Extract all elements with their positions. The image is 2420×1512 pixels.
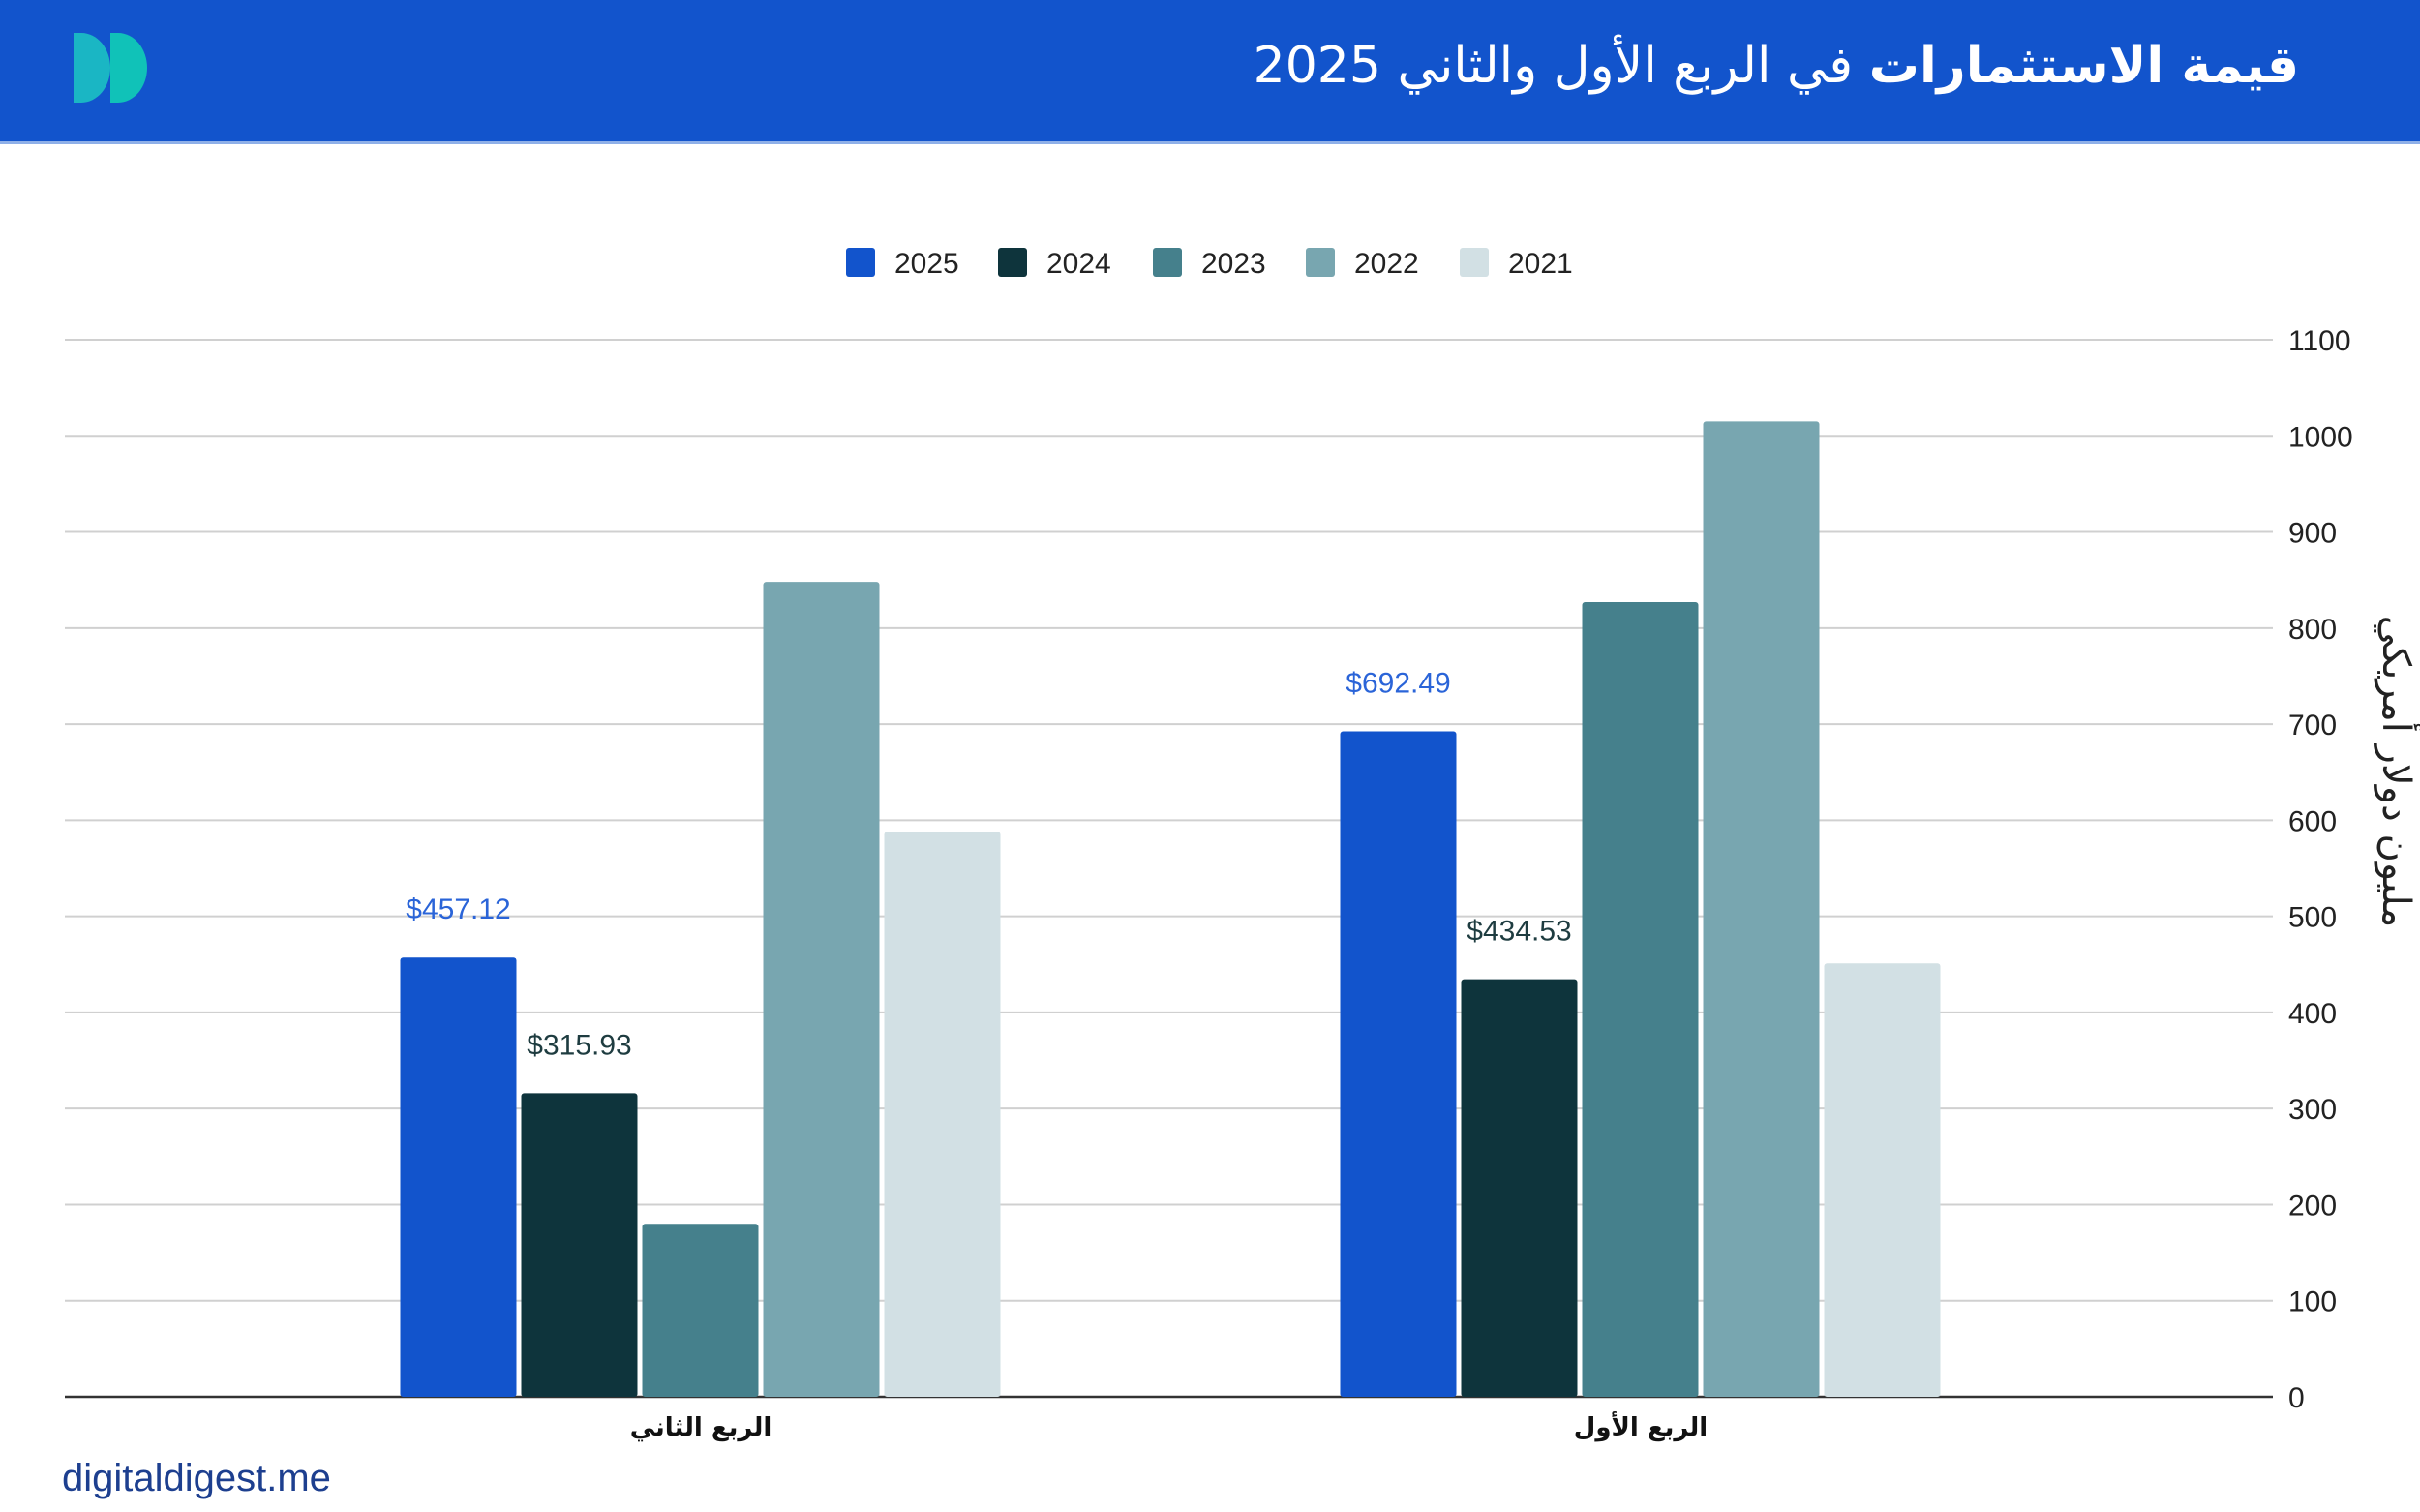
y-tick-label: 700: [2288, 710, 2337, 741]
legend-label: 2023: [1201, 248, 1266, 280]
y-tick-label: 1100: [2288, 325, 2351, 357]
header-bar: قيمة الاستثمارات في الربع الأول والثاني …: [0, 0, 2420, 144]
data-label: $434.53: [1467, 916, 1571, 948]
bar-2023: [642, 1224, 759, 1397]
y-tick-label: 500: [2288, 902, 2337, 934]
y-tick-label: 800: [2288, 614, 2337, 646]
legend-swatch-2022: [1306, 248, 1335, 277]
y-tick-label: 200: [2288, 1190, 2337, 1222]
legend-label: 2024: [1046, 248, 1111, 280]
data-label: $315.93: [527, 1029, 631, 1061]
title-bold: قيمة الاستثمارات: [1868, 37, 2299, 95]
y-tick-label: 900: [2288, 518, 2337, 550]
bar-2025: [400, 957, 517, 1397]
legend-label: 2021: [1508, 248, 1573, 280]
legend-swatch-2025: [846, 248, 875, 277]
bar-2022: [763, 582, 880, 1397]
y-tick-label: 400: [2288, 998, 2337, 1030]
data-label: $457.12: [406, 893, 510, 925]
bar-2021: [884, 832, 1001, 1397]
bar-2023: [1582, 602, 1699, 1397]
bar-2024: [1461, 979, 1578, 1397]
x-tick-label: الربع الثاني: [630, 1413, 772, 1442]
bar-2025: [1340, 731, 1457, 1397]
bar-2022: [1703, 421, 1820, 1397]
legend-swatch-2021: [1460, 248, 1489, 277]
bar-2021: [1824, 963, 1941, 1397]
y-tick-label: 1000: [2288, 421, 2353, 453]
x-tick-label: الربع الأول: [1574, 1411, 1708, 1442]
title-rest: في الربع الأول والثاني 2025: [1253, 37, 1869, 95]
y-tick-label: 0: [2288, 1382, 2305, 1414]
y-tick-label: 100: [2288, 1286, 2337, 1318]
bar-2024: [521, 1093, 638, 1397]
legend-swatch-2024: [998, 248, 1027, 277]
y-tick-label: 600: [2288, 805, 2337, 837]
y-axis-title: مليون دولار أمريكي: [2374, 616, 2420, 928]
legend-label: 2025: [894, 248, 959, 280]
legend-label: 2022: [1354, 248, 1419, 280]
y-tick-label: 300: [2288, 1094, 2337, 1126]
footer-site-link[interactable]: digitaldigest.me: [62, 1457, 331, 1499]
logo-icon: [74, 33, 147, 103]
data-label: $692.49: [1346, 668, 1450, 700]
page-title: قيمة الاستثمارات في الربع الأول والثاني …: [1254, 37, 2299, 95]
legend-swatch-2023: [1153, 248, 1182, 277]
